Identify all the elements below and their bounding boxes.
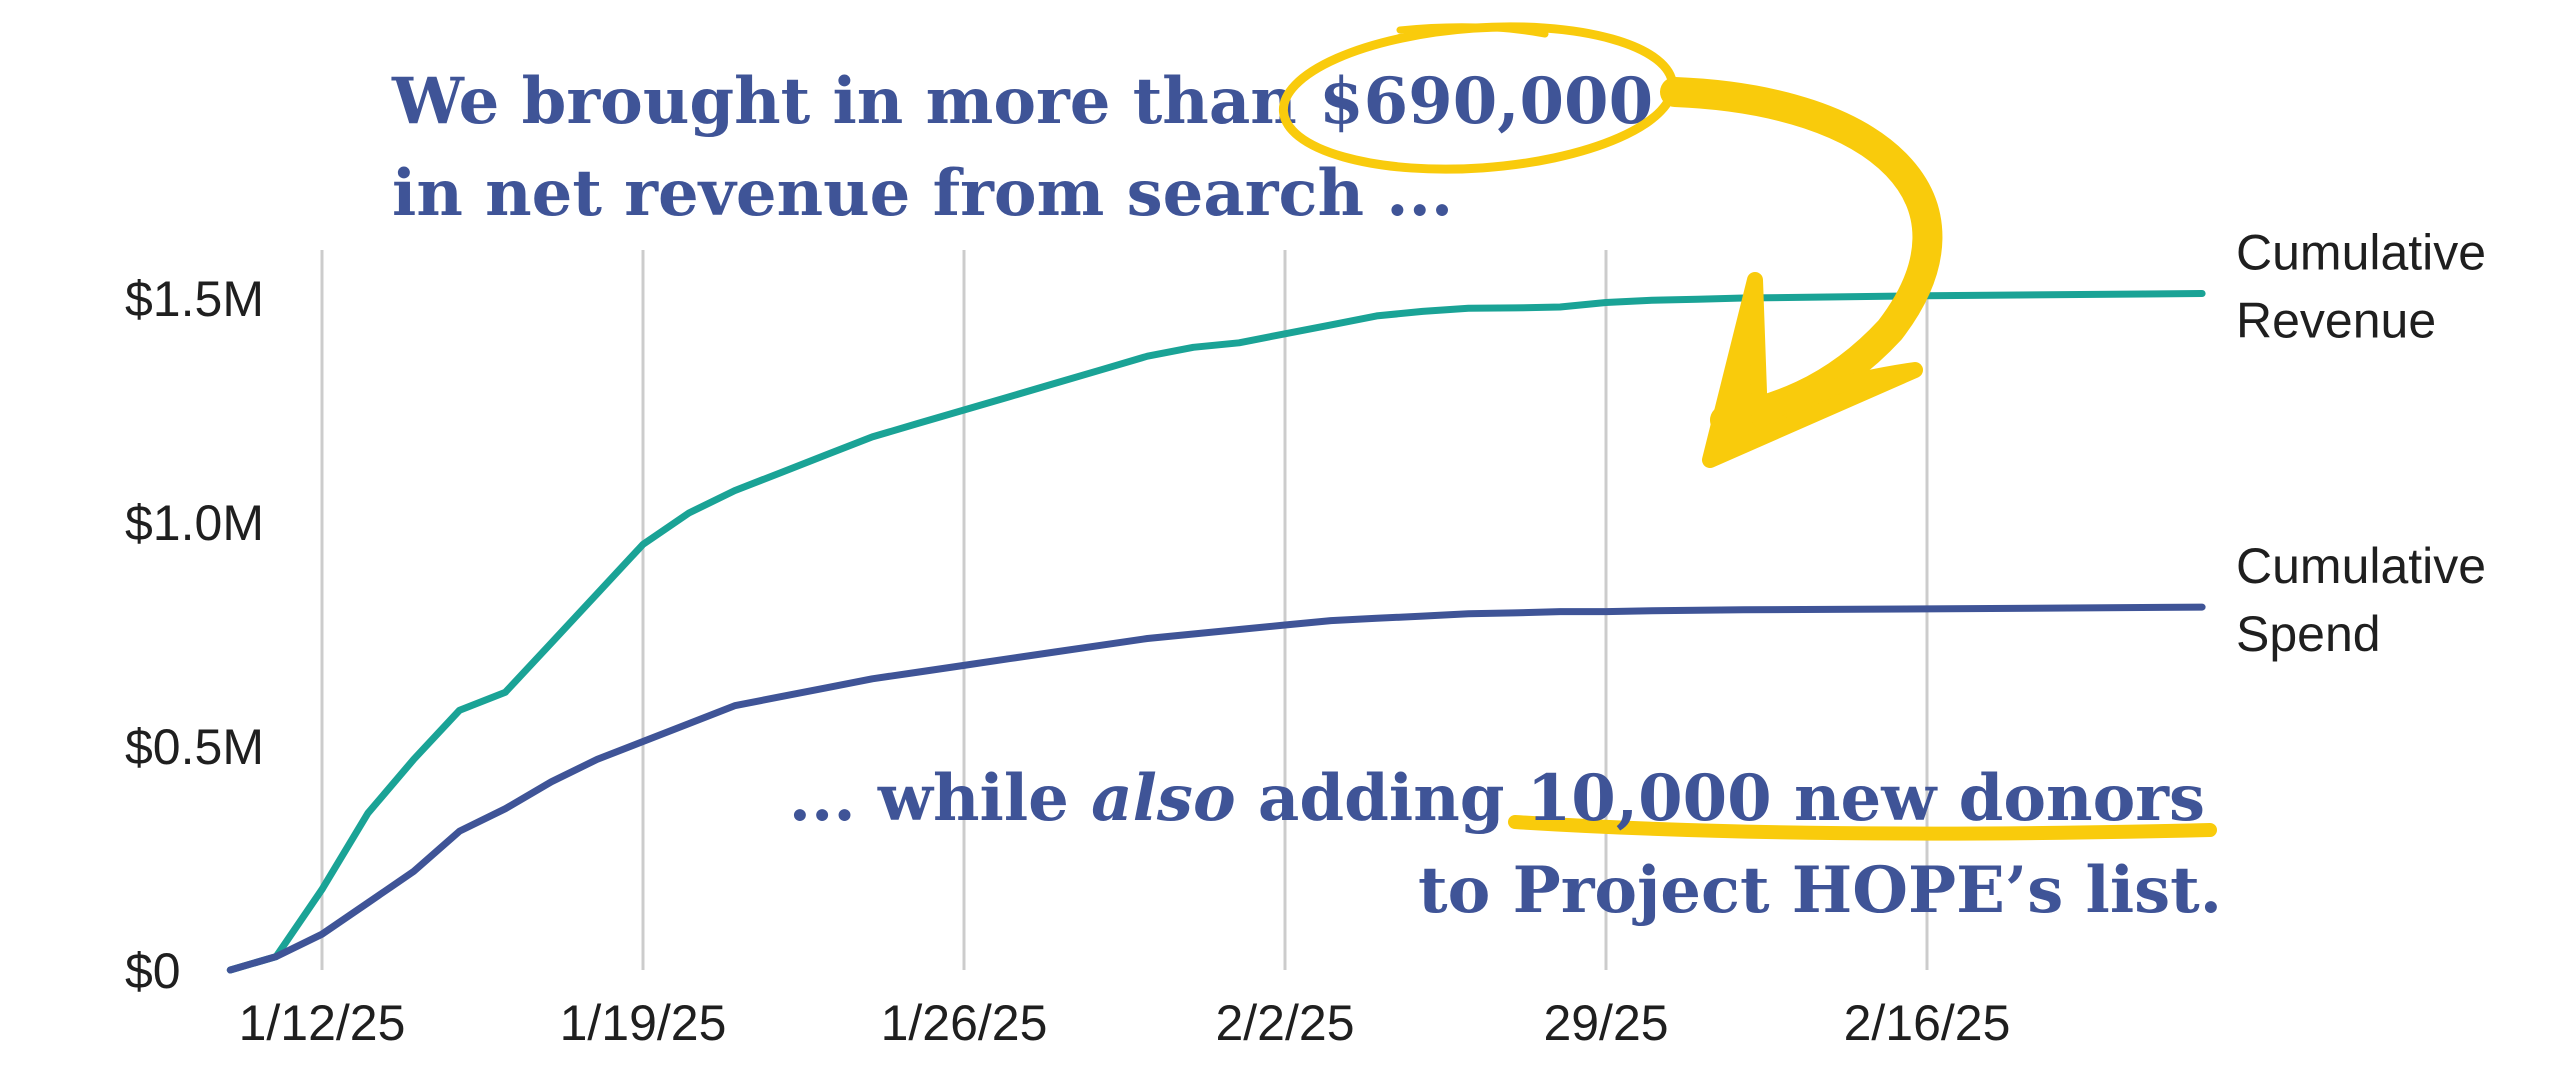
x-tick-label: 2/2/25	[1215, 995, 1354, 1051]
arrow-head	[1702, 272, 1923, 468]
x-tick-label: 29/25	[1543, 995, 1668, 1051]
y-tick-label: $0	[125, 943, 181, 999]
x-tick-label: 1/19/25	[560, 995, 727, 1051]
x-tick-label: 1/26/25	[881, 995, 1048, 1051]
sub-italic-word: also	[1091, 761, 1236, 836]
y-tick-label: $0.5M	[125, 719, 264, 775]
headline-annotation: We brought in more than $690,000 in net …	[391, 22, 1943, 468]
headline-line-2: in net revenue from search ...	[392, 156, 1453, 231]
series-line-0	[226, 290, 2206, 974]
series-label-line: Cumulative	[2236, 538, 2486, 594]
y-axis-tick-labels: $0 $0.5M $1.0M $1.5M	[125, 271, 264, 999]
series-lines	[226, 290, 2206, 974]
x-axis-tick-labels: 1/12/25 1/19/25 1/26/25 2/2/25 29/25 2/16/25	[239, 995, 2011, 1051]
headline-highlight-amount: $690,000	[1319, 64, 1653, 139]
sub-highlight-donors: 10,000 new donors	[1527, 761, 2205, 836]
sub-line-2: to Project HOPE’s list.	[1418, 853, 2222, 928]
y-tick-label: $1.5M	[125, 271, 264, 327]
series-line-1	[226, 603, 2206, 974]
donor-highlight-underline	[1508, 815, 2217, 841]
series-end-labels: Cumulative Revenue Cumulative Spend	[2236, 225, 2486, 663]
sub-line-1: ... while also adding 10,000 new donors	[789, 761, 2205, 836]
x-tick-label: 2/16/25	[1844, 995, 2011, 1051]
y-tick-label: $1.0M	[125, 495, 264, 551]
series-label-line: Cumulative	[2236, 225, 2486, 281]
series-label-line: Revenue	[2236, 293, 2436, 349]
sub-annotation: ... while also adding 10,000 new donors …	[789, 761, 2222, 928]
x-tick-label: 1/12/25	[239, 995, 406, 1051]
highlight-circle-tail	[1396, 23, 1549, 38]
headline-line-1: We brought in more than $690,000	[391, 64, 1653, 139]
series-label-line: Spend	[2236, 606, 2381, 662]
